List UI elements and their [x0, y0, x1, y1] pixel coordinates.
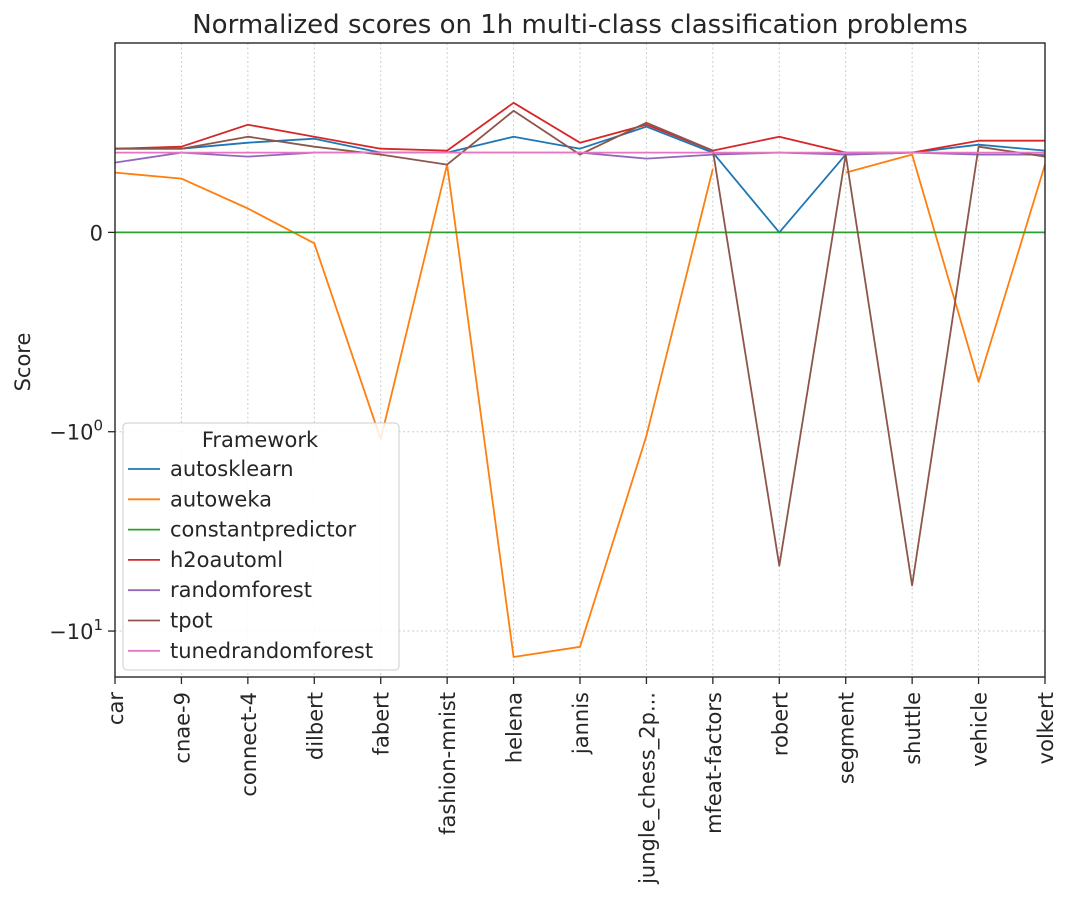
x-tick-label: fashion-mnist	[436, 692, 460, 835]
legend-label: randomforest	[170, 578, 312, 602]
x-tick-label: car	[104, 692, 128, 725]
legend-label: autosklearn	[170, 457, 294, 481]
series-line-autoweka	[114, 163, 714, 658]
legend-label: tunedrandomforest	[170, 639, 373, 663]
series-line-tpot	[115, 109, 1046, 587]
legend-label: tpot	[170, 609, 213, 633]
y-axis-ticks: 0 −100 −101	[49, 221, 115, 644]
x-tick-label: connect-4	[237, 692, 261, 797]
legend-label: h2oautoml	[170, 548, 283, 572]
x-tick-label: shuttle	[901, 692, 925, 765]
y-tick-label: 0	[90, 221, 103, 245]
x-tick-label: jungle_chess_2p...	[635, 692, 660, 885]
y-tick-label: −101	[49, 616, 103, 644]
legend-frame	[122, 422, 400, 671]
series-lines	[114, 101, 1046, 658]
x-tick-label: cnae-9	[170, 692, 194, 764]
x-tick-label: volkert	[1034, 692, 1058, 764]
legend: Framework autosklearn autoweka constantpre…	[122, 422, 400, 671]
x-tick-label: robert	[768, 692, 792, 756]
legend-items: autosklearn autoweka constantpredictor h2oa…	[128, 457, 373, 663]
x-tick-label: fabert	[370, 692, 394, 755]
x-tick-label: vehicle	[968, 692, 992, 767]
y-axis-label: Score	[11, 333, 35, 392]
x-tick-label: mfeat-factors	[702, 692, 726, 834]
series-line-autoweka	[845, 153, 1046, 383]
x-tick-label: jannis	[569, 692, 593, 755]
x-axis-ticks: car cnae-9 connect-4 dilbert fabert fashion-m…	[104, 677, 1058, 885]
y-tick-label: −100	[49, 417, 103, 445]
legend-label: autoweka	[170, 487, 272, 511]
x-tick-label: segment	[835, 692, 859, 784]
x-tick-label: helena	[503, 692, 527, 763]
x-tick-label: dilbert	[303, 692, 327, 760]
series-line-h2oautoml	[114, 101, 1045, 154]
legend-label: constantpredictor	[170, 518, 357, 542]
legend-title: Framework	[202, 428, 319, 452]
chart-title: Normalized scores on 1h multi-class clas…	[192, 10, 968, 40]
